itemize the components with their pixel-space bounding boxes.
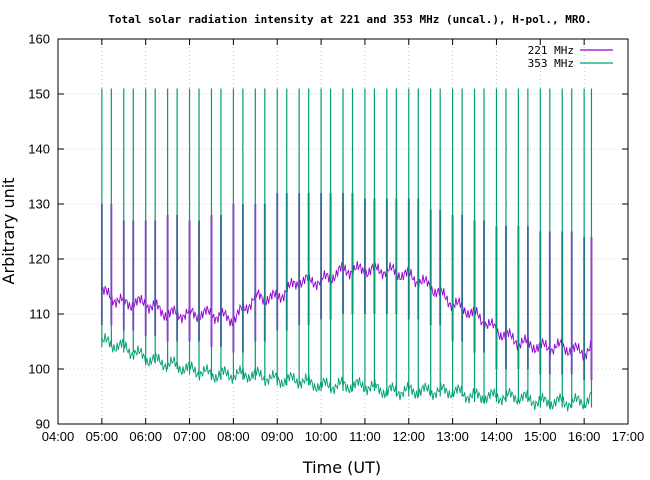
legend-label-353: 353 MHz [528, 57, 574, 70]
y-tick-label: 110 [29, 307, 50, 322]
plot-frame [57, 38, 629, 425]
tick-labels: 90 100 110 120 130 140 150 160 04:00 05:00 06:00 07… [28, 32, 644, 445]
legend-label-221: 221 MHz [528, 44, 574, 57]
x-tick-label: 07:00 [173, 429, 206, 444]
series-line [101, 333, 592, 412]
x-tick-label: 05:00 [86, 429, 119, 444]
y-tick-label: 140 [28, 142, 50, 157]
x-tick-label: 12:00 [392, 429, 425, 444]
y-tick-label: 100 [28, 362, 50, 377]
x-tick-label: 09:00 [261, 429, 294, 444]
y-tick-label: 150 [28, 87, 50, 102]
y-tick-label: 160 [28, 32, 50, 47]
series-layer [100, 88, 593, 412]
y-tick-label: 120 [28, 252, 50, 267]
y-tick-label: 130 [28, 197, 50, 212]
x-tick-label: 08:00 [217, 429, 250, 444]
y-tick-label: 90 [36, 417, 50, 432]
x-tick-label: 04:00 [42, 429, 75, 444]
legend: 221 MHz 353 MHz [528, 44, 613, 70]
series-353-mhz [101, 88, 593, 412]
series-line [101, 260, 592, 361]
x-tick-label: 17:00 [612, 429, 645, 444]
x-tick-label: 10:00 [305, 429, 338, 444]
x-tick-label: 11:00 [349, 429, 381, 444]
y-axis-label: Arbitrary unit [0, 178, 18, 285]
x-tick-label: 13:00 [436, 429, 469, 444]
x-tick-label: 06:00 [129, 429, 162, 444]
chart-title: Total solar radiation intensity at 221 a… [108, 13, 591, 26]
x-tick-label: 14:00 [480, 429, 513, 444]
x-axis-label: Time (UT) [302, 458, 381, 477]
x-tick-label: 16:00 [568, 429, 601, 444]
x-tick-label: 15:00 [524, 429, 557, 444]
